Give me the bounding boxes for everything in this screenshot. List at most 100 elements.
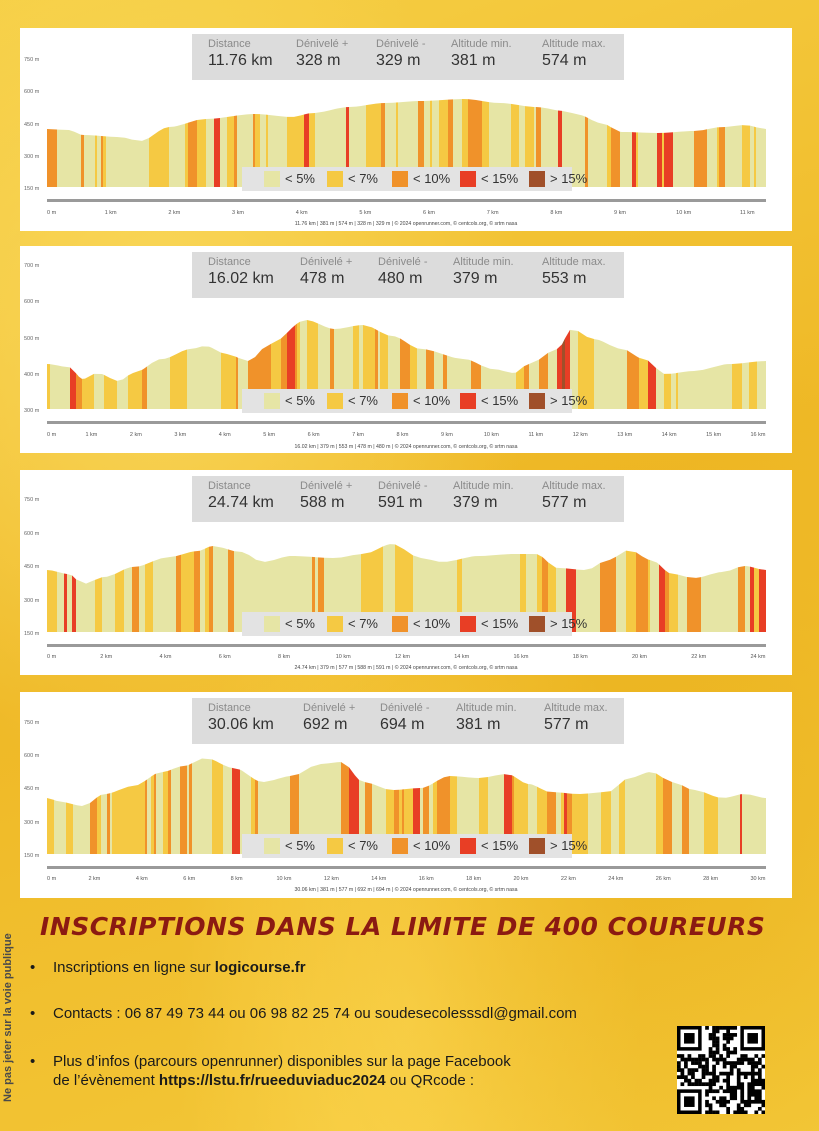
- slope-segment: [725, 126, 729, 187]
- qr-code-icon[interactable]: [677, 1026, 765, 1114]
- x-tick-label: 24 km: [608, 876, 623, 882]
- slope-segment: [603, 341, 610, 409]
- slope-segment: [192, 758, 202, 854]
- slope-segment: [636, 132, 638, 187]
- slope-segment: [337, 762, 339, 854]
- slope-segment: [74, 131, 81, 187]
- slope-segment: [94, 373, 102, 409]
- y-tick-label: 450 m: [24, 122, 40, 128]
- slope-segment: [375, 328, 378, 409]
- slope-segment: [168, 769, 171, 854]
- slope-segment: [236, 356, 238, 409]
- slope-segment: [710, 572, 719, 632]
- stat-label: Altitude min.: [453, 256, 514, 268]
- x-tick-label: 5 km: [263, 432, 275, 438]
- slope-segment: [398, 102, 400, 187]
- slope-segment: [295, 323, 297, 409]
- slope-segment: [372, 327, 375, 409]
- slope-segment: [107, 573, 115, 632]
- chart-footer: 16.02 km | 379 m | 553 m | 478 m | 480 m…: [295, 443, 518, 450]
- slope-segment: [232, 767, 240, 854]
- slope-segment: [598, 562, 600, 632]
- stat-d-nivel: Dénivelé + 588 m: [300, 480, 352, 512]
- slope-segment: [125, 137, 127, 187]
- x-tick-label: 15 km: [706, 432, 721, 438]
- slope-segment: [494, 102, 504, 187]
- y-tick-label: 300 m: [24, 408, 40, 414]
- slope-segment: [318, 323, 325, 409]
- slope-segment: [50, 364, 58, 409]
- stat-altitude-max: Altitude max. 574 m: [542, 38, 606, 70]
- slope-segment: [215, 349, 221, 409]
- slope-segment: [234, 115, 237, 187]
- x-tick-label: 7 km: [487, 210, 499, 216]
- x-tick-label: 9 km: [614, 210, 626, 216]
- slope-segment: [130, 567, 132, 632]
- legend-swatch: [460, 838, 476, 854]
- slope-segment: [110, 792, 112, 854]
- stats-box-2: Distance 16.02 km Dénivelé +478 m Dénivelé …: [192, 252, 624, 298]
- slope-segment: [759, 569, 766, 632]
- slope-segment: [719, 572, 721, 632]
- slope-segment: [572, 793, 580, 854]
- slope-segment: [482, 101, 489, 187]
- slope-segment: [86, 579, 95, 632]
- registration-link[interactable]: logicourse.fr: [214, 959, 306, 976]
- slope-segment: [671, 373, 676, 409]
- legend-swatch: [392, 171, 408, 187]
- slope-segment: [622, 131, 627, 187]
- stat-value: 16.02 km: [208, 270, 274, 287]
- slope-segment: [311, 763, 321, 854]
- slope-segment: [366, 103, 376, 187]
- slope-segment: [754, 567, 759, 632]
- x-tick-label: 11 km: [529, 432, 544, 438]
- slope-segment: [95, 135, 97, 187]
- slope-segment: [635, 774, 642, 854]
- slope-segment: [164, 127, 169, 187]
- slope-segment: [307, 320, 313, 409]
- slope-segment: [197, 118, 206, 187]
- stat-d-nivel: Dénivelé - 480 m: [378, 256, 428, 288]
- slope-segment: [176, 554, 181, 632]
- slope-segment: [587, 336, 594, 409]
- slope-segment: [90, 797, 97, 854]
- slope-segment: [139, 565, 143, 632]
- stat-label: Distance: [208, 38, 251, 50]
- facebook-event-link[interactable]: https://lstu.fr/rueeduviaduc2024: [158, 1072, 386, 1089]
- x-tick-label: 3 km: [232, 210, 244, 216]
- slope-segment: [732, 363, 734, 409]
- slope-segment: [115, 569, 124, 632]
- slope-segment: [145, 561, 153, 632]
- slope-segment: [489, 102, 494, 187]
- track-bar: [47, 199, 766, 202]
- slope-segment: [85, 373, 94, 409]
- slope-segment: [580, 793, 588, 854]
- slope-segment: [330, 328, 334, 409]
- slope-segment: [704, 574, 710, 632]
- slope-segment: [154, 773, 156, 854]
- slope-segment: [47, 129, 57, 187]
- slope-segment: [649, 772, 656, 854]
- legend-label: < 15%: [481, 616, 519, 631]
- stat-label: Altitude max.: [542, 480, 606, 492]
- slope-segment: [112, 791, 114, 854]
- x-tick-label: 4 km: [136, 876, 148, 882]
- slope-segment: [584, 568, 592, 632]
- x-tick-label: 0 m: [47, 432, 57, 438]
- slope-segment: [703, 129, 707, 187]
- slope-segment: [97, 135, 101, 187]
- slope-segment: [188, 120, 197, 187]
- slope-segment: [106, 136, 111, 187]
- slope-segment: [349, 326, 353, 409]
- slope-segment: [216, 761, 221, 854]
- slope-segment: [611, 784, 619, 854]
- legend-swatch: [460, 393, 476, 409]
- slope-segment: [403, 101, 413, 187]
- legend-label: < 10%: [413, 171, 451, 186]
- x-tick-label: 8 km: [397, 432, 409, 438]
- slope-segment: [177, 123, 185, 187]
- x-tick-label: 20 km: [632, 654, 647, 660]
- slope-segment: [104, 576, 107, 632]
- slope-segment: [159, 128, 164, 187]
- slope-segment: [223, 764, 229, 854]
